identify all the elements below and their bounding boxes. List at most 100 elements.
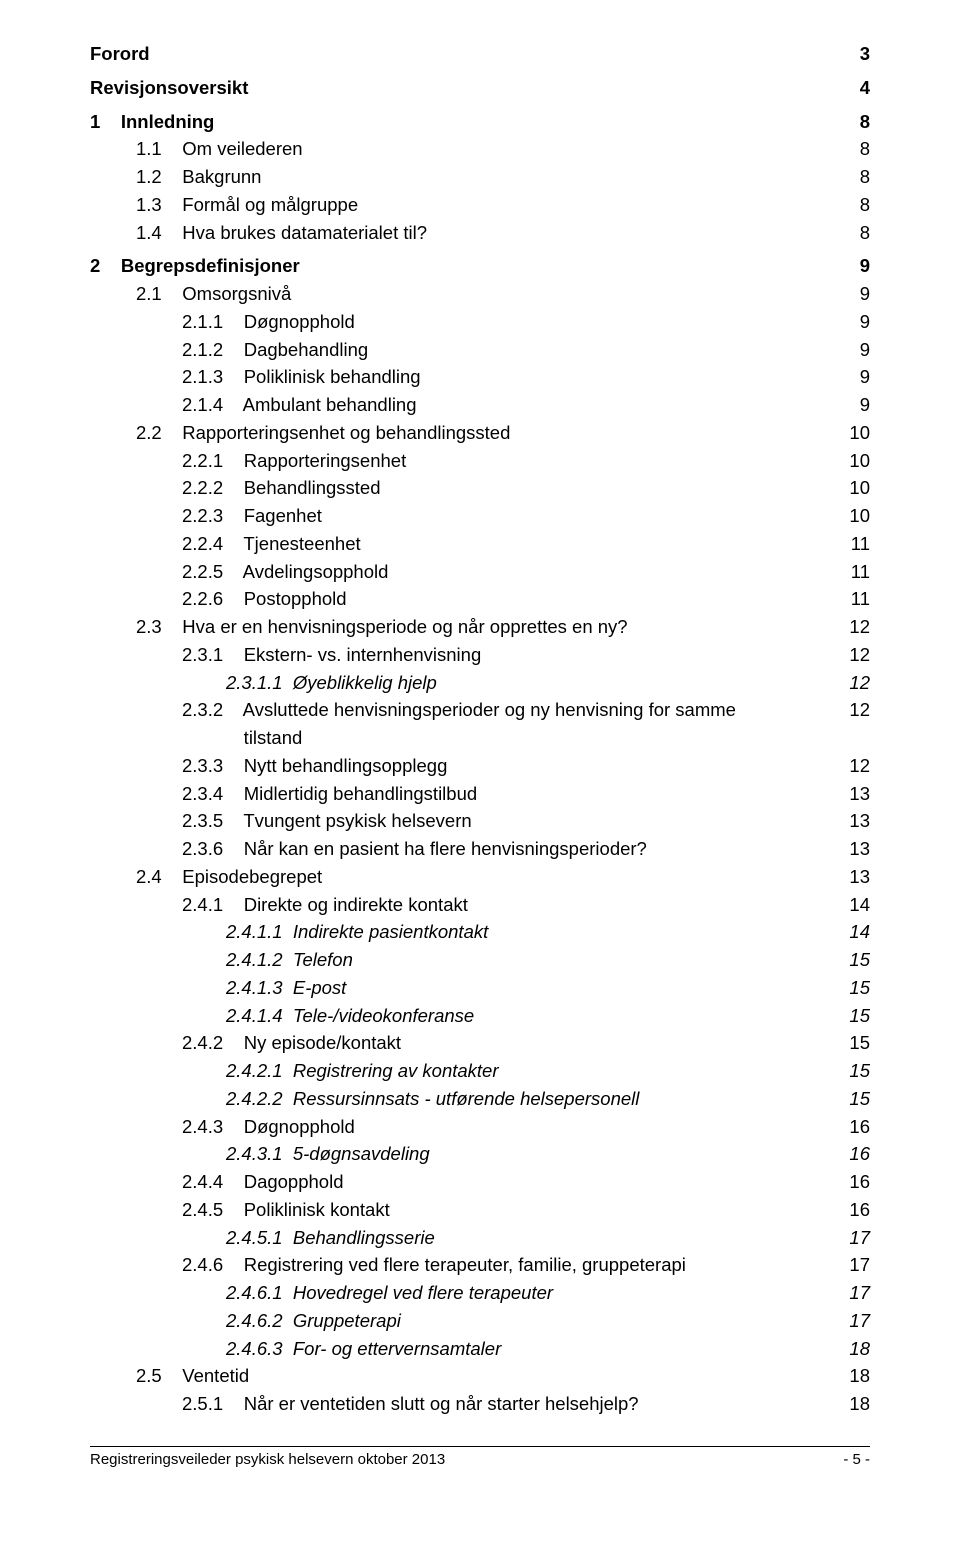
toc-entry-page: 10	[837, 474, 870, 502]
toc-entry-page: 8	[848, 135, 870, 163]
toc-entry: 1 Innledning8	[90, 108, 870, 136]
toc-entry-label: 2.4.5 Poliklinisk kontakt	[182, 1196, 390, 1224]
toc-entry-page: 16	[837, 1140, 870, 1168]
toc-entry-page: 13	[837, 780, 870, 808]
toc-entry: 2.2.5 Avdelingsopphold11	[90, 558, 870, 586]
toc-entry: 2.2.1 Rapporteringsenhet10	[90, 447, 870, 475]
toc-entry-label: 2.4.6.1 Hovedregel ved flere terapeuter	[226, 1279, 553, 1307]
toc-entry-label: 2.4.4 Dagopphold	[182, 1168, 344, 1196]
toc-entry: 2.3.3 Nytt behandlingsopplegg 12	[90, 752, 870, 780]
toc-entry: 2.1.1 Døgnopphold9	[90, 308, 870, 336]
toc-entry: 2.4.6.3 For- og ettervernsamtaler 18	[90, 1335, 870, 1363]
toc-entry-label: 2.2.1 Rapporteringsenhet	[182, 447, 406, 475]
toc-entry-page: 12	[837, 669, 870, 697]
toc-entry-label: 2.2.5 Avdelingsopphold	[182, 558, 388, 586]
toc-entry: 2.4.6.2 Gruppeterapi 17	[90, 1307, 870, 1335]
toc-entry-page: 18	[837, 1335, 870, 1363]
toc-entry: 2.5 Ventetid18	[90, 1362, 870, 1390]
toc-entry-label: 2.4.1.3 E-post	[226, 974, 346, 1002]
toc-entry-page: 12	[837, 641, 870, 669]
toc-entry: 2.4.3 Døgnopphold 16	[90, 1113, 870, 1141]
toc-entry-label: 2.3.6 Når kan en pasient ha flere henvis…	[182, 835, 647, 863]
toc-entry-page: 16	[837, 1168, 870, 1196]
toc-entry-label: 2.1.4 Ambulant behandling	[182, 391, 417, 419]
toc-entry-page: 8	[848, 163, 870, 191]
toc-entry: 1.3 Formål og målgruppe 8	[90, 191, 870, 219]
toc-entry: 2.1 Omsorgsnivå9	[90, 280, 870, 308]
toc-entry-label: 2.2.3 Fagenhet	[182, 502, 322, 530]
toc-entry: 2.4.5.1 Behandlingsserie 17	[90, 1224, 870, 1252]
toc-entry-page: 18	[837, 1362, 870, 1390]
toc-entry-page: 13	[837, 835, 870, 863]
toc-entry-page: 17	[837, 1307, 870, 1335]
toc-entry-page: 17	[837, 1251, 870, 1279]
toc-entry: 2.2.6 Postopphold11	[90, 585, 870, 613]
toc-entry: Revisjonsoversikt4	[90, 74, 870, 102]
toc-entry: 2.4.6.1 Hovedregel ved flere terapeuter1…	[90, 1279, 870, 1307]
toc-entry-label: 2.4.3 Døgnopphold	[182, 1113, 355, 1141]
toc-entry: 2.3.1.1 Øyeblikkelig hjelp12	[90, 669, 870, 697]
toc-entry-page: 16	[837, 1196, 870, 1224]
toc-entry-label: 1.1 Om veilederen	[136, 135, 303, 163]
toc-entry-page: 15	[837, 1057, 870, 1085]
toc-entry-page: 11	[839, 585, 870, 613]
toc-entry-page: 8	[848, 108, 870, 136]
toc-entry: 1.1 Om veilederen 8	[90, 135, 870, 163]
toc-entry-label: 2.4.5.1 Behandlingsserie	[226, 1224, 435, 1252]
toc-entry: 2.1.4 Ambulant behandling9	[90, 391, 870, 419]
toc-entry: 2.1.3 Poliklinisk behandling9	[90, 363, 870, 391]
toc-entry-page: 9	[848, 252, 870, 280]
table-of-contents: Forord3Revisjonsoversikt41 Innledning81.…	[90, 40, 870, 1418]
toc-entry-label: 2.4.6.2 Gruppeterapi	[226, 1307, 401, 1335]
toc-entry: 2.4.6 Registrering ved flere terapeuter,…	[90, 1251, 870, 1279]
toc-entry-label: 2.3.2 Avsluttede henvisningsperioder og …	[182, 696, 736, 752]
toc-entry-page: 12	[837, 752, 870, 780]
toc-entry-page: 8	[848, 219, 870, 247]
toc-entry-page: 16	[837, 1113, 870, 1141]
toc-entry: Forord 3	[90, 40, 870, 68]
toc-entry-page: 3	[848, 40, 870, 68]
toc-entry: 2.3.1 Ekstern- vs. internhenvisning12	[90, 641, 870, 669]
toc-entry-label: 2.5.1 Når er ventetiden slutt og når sta…	[182, 1390, 639, 1418]
toc-entry-page: 8	[848, 191, 870, 219]
toc-entry-label: 2.4.6.3 For- og ettervernsamtaler	[226, 1335, 501, 1363]
toc-entry-label: 1.2 Bakgrunn	[136, 163, 261, 191]
toc-entry-page: 17	[837, 1224, 870, 1252]
toc-entry: 2.1.2 Dagbehandling9	[90, 336, 870, 364]
toc-entry-page: 15	[837, 1029, 870, 1057]
toc-entry: 2.4.1.4 Tele-/videokonferanse15	[90, 1002, 870, 1030]
toc-entry-label: 2.4.1 Direkte og indirekte kontakt	[182, 891, 468, 919]
toc-entry: 2.4.1 Direkte og indirekte kontakt14	[90, 891, 870, 919]
toc-entry: 2.4.1.1 Indirekte pasientkontakt14	[90, 918, 870, 946]
toc-entry-label: 2.3.4 Midlertidig behandlingstilbud	[182, 780, 477, 808]
toc-entry-page: 12	[837, 613, 870, 641]
toc-entry: 2.3.6 Når kan en pasient ha flere henvis…	[90, 835, 870, 863]
footer: Registreringsveileder psykisk helsevern …	[90, 1451, 870, 1468]
toc-entry: 2.4.1.2 Telefon 15	[90, 946, 870, 974]
toc-entry: 2.2 Rapporteringsenhet og behandlingsste…	[90, 419, 870, 447]
toc-entry-label: 2.4.3.1 5-døgnsavdeling	[226, 1140, 430, 1168]
toc-entry-page: 10	[837, 419, 870, 447]
toc-entry: 2.4.1.3 E-post15	[90, 974, 870, 1002]
toc-entry-page: 9	[848, 363, 870, 391]
toc-entry-page: 15	[837, 946, 870, 974]
toc-entry-page: 15	[837, 1085, 870, 1113]
toc-entry-label: 2.1.2 Dagbehandling	[182, 336, 368, 364]
toc-entry-label: 2.3.3 Nytt behandlingsopplegg	[182, 752, 447, 780]
toc-entry-page: 9	[848, 280, 870, 308]
toc-entry-label: 2.4.1.1 Indirekte pasientkontakt	[226, 918, 488, 946]
toc-entry-label: 2.3 Hva er en henvisningsperiode og når …	[136, 613, 628, 641]
toc-entry: 2.4.2.2 Ressursinnsats - utførende helse…	[90, 1085, 870, 1113]
toc-entry-page: 11	[839, 530, 870, 558]
toc-entry-page: 13	[837, 807, 870, 835]
toc-entry: 1.4 Hva brukes datamaterialet til? 8	[90, 219, 870, 247]
toc-entry-label: 1.4 Hva brukes datamaterialet til?	[136, 219, 427, 247]
toc-entry-label: 2.4.1.2 Telefon	[226, 946, 353, 974]
toc-entry-label: 2.4.2 Ny episode/kontakt	[182, 1029, 401, 1057]
toc-entry-label: Revisjonsoversikt	[90, 74, 248, 102]
toc-entry-label: 2.2.4 Tjenesteenhet	[182, 530, 361, 558]
toc-entry-label: 1.3 Formål og målgruppe	[136, 191, 358, 219]
footer-rule	[90, 1446, 870, 1447]
toc-entry-label: Forord	[90, 40, 150, 68]
toc-entry-page: 15	[837, 1002, 870, 1030]
